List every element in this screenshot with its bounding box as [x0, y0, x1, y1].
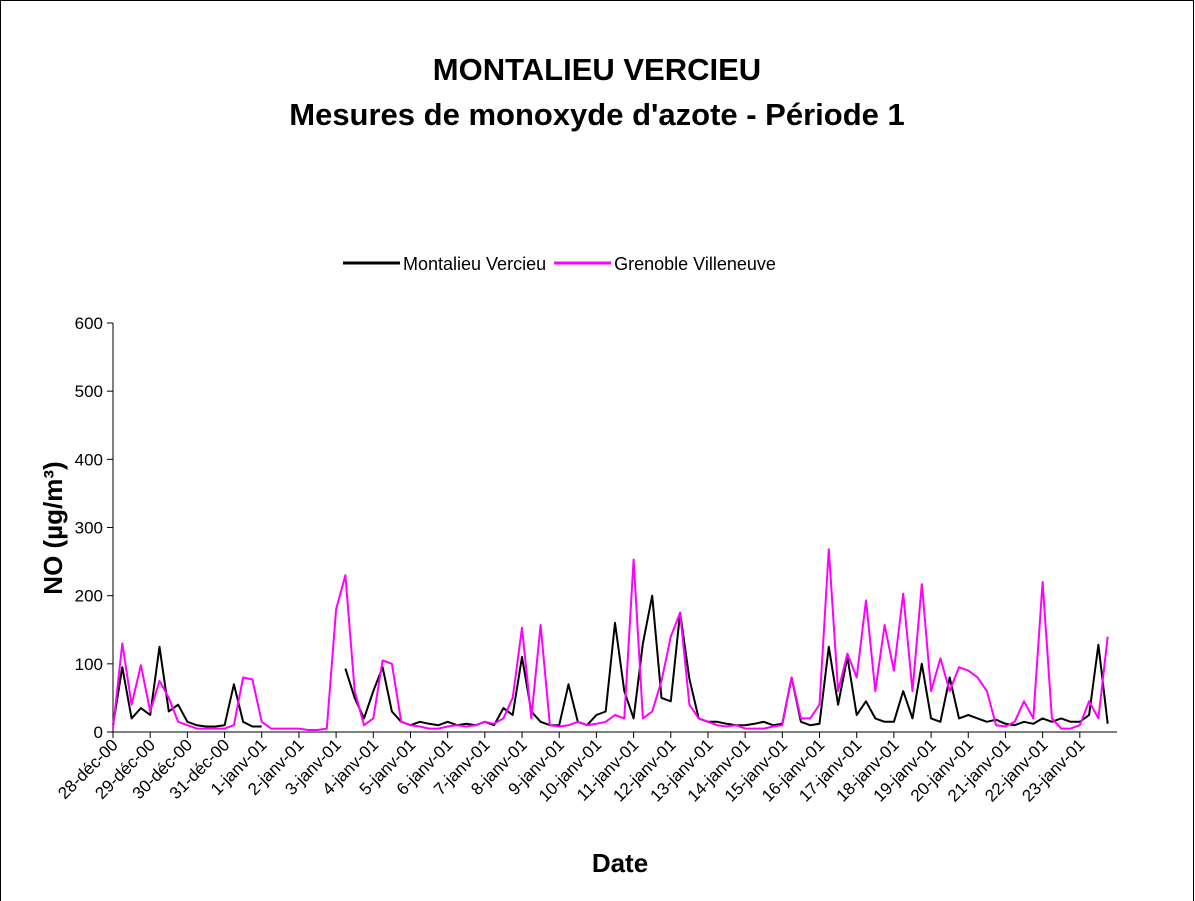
series-line [112, 548, 1109, 731]
y-tick-label: 400 [75, 450, 103, 469]
y-tick-label: 0 [94, 723, 103, 742]
x-axis-label: Date [592, 848, 648, 878]
chart-title: MONTALIEU VERCIEU [433, 52, 761, 87]
y-tick-label: 300 [75, 519, 103, 538]
y-tick-label: 200 [75, 587, 103, 606]
chart-subtitle: Mesures de monoxyde d'azote - Période 1 [289, 97, 905, 132]
legend-label: Grenoble Villeneuve [614, 254, 776, 274]
y-tick-label: 100 [75, 655, 103, 674]
y-axis-label: NO (µg/m³) [38, 461, 68, 594]
y-tick-label: 600 [75, 314, 103, 333]
legend-label: Montalieu Vercieu [403, 254, 546, 274]
y-tick-label: 500 [75, 382, 103, 401]
